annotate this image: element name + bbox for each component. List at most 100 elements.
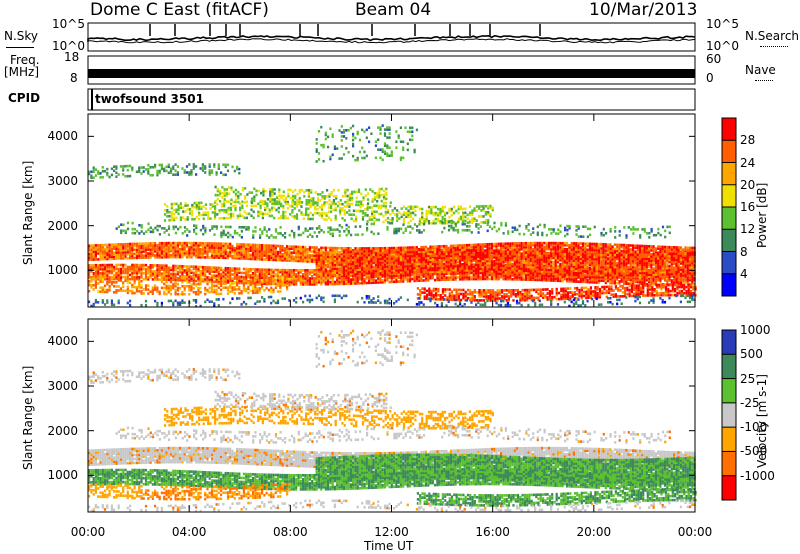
power-cell <box>265 274 268 278</box>
power-cell <box>283 253 286 256</box>
power-cell <box>463 248 466 251</box>
power-cell <box>295 281 298 284</box>
power-cell <box>588 250 591 254</box>
power-cell <box>197 275 200 279</box>
power-cell <box>106 249 109 253</box>
power-cell <box>92 244 95 247</box>
power-cell <box>324 282 327 286</box>
power-cell <box>390 272 393 276</box>
power-cell <box>454 246 457 249</box>
power-cell <box>204 276 207 279</box>
power-cell <box>110 255 113 259</box>
power-cell <box>399 278 402 281</box>
power-cell <box>386 274 389 278</box>
power-cell <box>679 248 682 251</box>
power-cell <box>140 267 143 271</box>
power-cell <box>304 249 307 253</box>
power-cell <box>119 249 123 252</box>
power-cell <box>272 276 275 280</box>
power-cell <box>192 275 195 279</box>
power-cell <box>613 249 616 253</box>
power-cell <box>541 249 544 253</box>
power-cell <box>133 248 136 252</box>
power-cell <box>94 256 97 259</box>
power-cell <box>256 278 259 281</box>
power-cell <box>206 248 209 251</box>
power-cell <box>247 251 250 254</box>
power-cell <box>195 279 198 283</box>
power-cell <box>258 274 261 277</box>
power-cell <box>299 249 302 253</box>
power-cell <box>570 244 573 247</box>
power-cell <box>274 274 277 278</box>
power-cell <box>290 255 293 258</box>
power-cell <box>372 265 375 269</box>
power-cell <box>602 245 605 248</box>
power-cell <box>659 245 662 249</box>
power-cell <box>566 248 569 251</box>
power-cell <box>267 254 270 257</box>
power-cell <box>365 267 368 271</box>
power-cell <box>340 280 343 284</box>
power-cell <box>424 277 428 280</box>
power-cell <box>283 280 286 284</box>
power-cell <box>176 241 179 245</box>
power-cell <box>600 248 603 252</box>
power-cell <box>650 249 653 252</box>
power-cell <box>149 252 152 255</box>
power-cell <box>90 246 93 249</box>
power-cell <box>226 250 230 254</box>
power-cell <box>306 279 309 282</box>
power-cell <box>632 250 635 253</box>
power-cell <box>240 271 243 275</box>
power-cell <box>236 273 239 276</box>
power-cell <box>188 255 191 259</box>
power-cell <box>92 264 95 267</box>
power-cell <box>149 264 152 267</box>
power-cell <box>156 246 159 249</box>
power-cell <box>169 272 173 276</box>
power-cell <box>534 247 537 251</box>
power-cell <box>581 248 585 251</box>
power-cell <box>459 276 462 279</box>
power-cell <box>272 280 275 284</box>
power-cell <box>242 245 245 248</box>
power-cell <box>484 245 487 248</box>
power-cell <box>515 251 519 254</box>
power-cell <box>110 251 113 255</box>
power-cell <box>449 276 453 279</box>
power-cell <box>281 253 284 256</box>
power-cell <box>338 274 341 278</box>
power-cell <box>379 273 382 276</box>
power-cell <box>204 272 207 275</box>
power-cell <box>493 244 496 248</box>
power-cell <box>149 266 152 269</box>
power-cell <box>436 278 439 282</box>
power-cell <box>315 250 318 253</box>
power-cell <box>438 274 441 278</box>
power-cell <box>424 245 428 249</box>
power-cell <box>308 269 311 272</box>
power-cell <box>172 247 175 251</box>
power-cell <box>333 248 336 252</box>
power-cell <box>103 271 107 275</box>
power-cell <box>472 247 475 251</box>
power-cell <box>119 277 123 281</box>
power-cell <box>103 243 107 247</box>
power-cell <box>206 278 209 281</box>
power-cell <box>190 251 193 255</box>
power-cell <box>568 248 571 251</box>
power-cell <box>124 250 127 254</box>
power-cell <box>238 271 241 275</box>
power-cell <box>165 268 168 271</box>
power-cell <box>522 244 525 247</box>
power-cell <box>201 269 204 273</box>
power-cell <box>411 273 414 277</box>
power-cell <box>119 267 123 271</box>
power-cell <box>488 247 491 250</box>
power-cell <box>445 246 448 250</box>
power-cell <box>188 277 191 280</box>
power-cell <box>222 244 225 248</box>
power-cell <box>254 274 257 277</box>
power-cell <box>286 270 289 274</box>
